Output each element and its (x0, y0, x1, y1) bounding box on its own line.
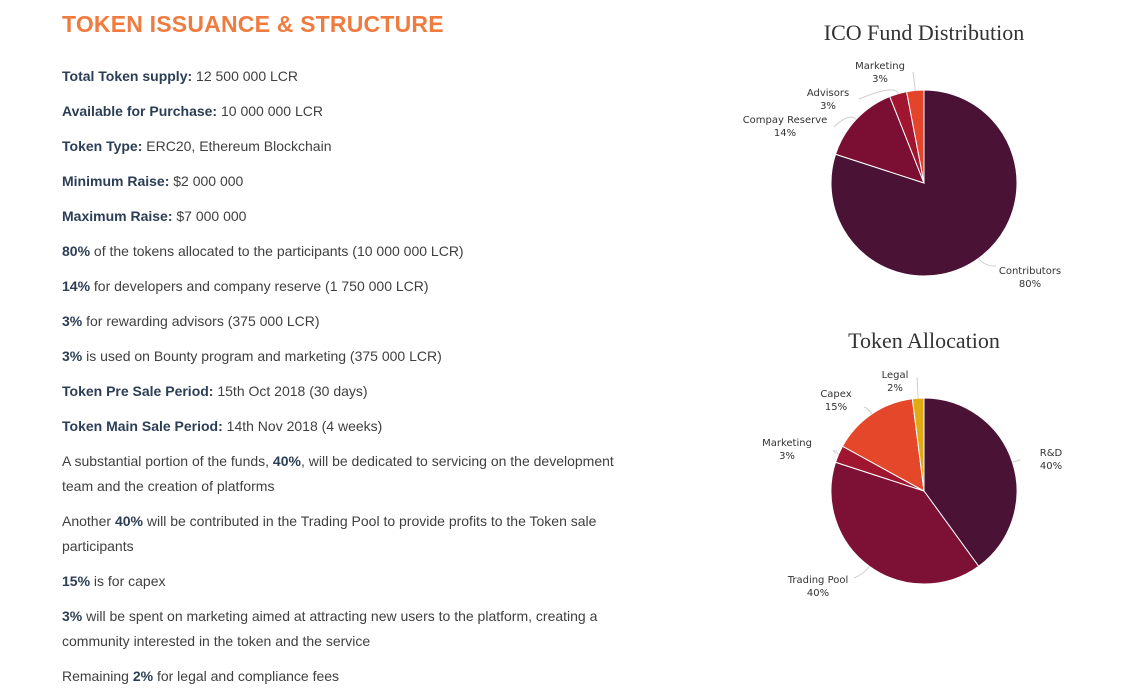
slice-label-value: 14% (774, 128, 796, 139)
fact-label: Token Type: (62, 138, 143, 154)
paragraph-text: Another (62, 513, 115, 529)
fact-value: 14th Nov 2018 (4 weeks) (222, 418, 383, 434)
slice-label-value: 40% (807, 588, 829, 599)
pie-slice-marketing (905, 89, 925, 184)
paragraph-bold: 40% (272, 453, 301, 469)
slice-label-value: 2% (887, 383, 903, 394)
slice-label-value: 3% (820, 101, 836, 112)
fact-main-sale: Token Main Sale Period: 14th Nov 2018 (4… (62, 414, 382, 439)
paragraph-text: A substantial portion of the funds, (62, 453, 273, 469)
fact-value: 10 000 000 LCR (217, 103, 323, 119)
fact-participants: 80% of the tokens allocated to the parti… (62, 239, 464, 264)
paragraph-marketing: 3% will be spent on marketing aimed at a… (62, 604, 632, 654)
slice-label-value: 40% (1040, 461, 1062, 472)
pie-chart-svg: Contributors 80% Compay Reserve 14% Advisors… (743, 61, 1061, 290)
fact-advisors: 3% for rewarding advisors (375 000 LCR) (62, 309, 320, 334)
fact-token-type: Token Type: ERC20, Ethereum Blockchain (62, 134, 331, 159)
fact-label: 80% (62, 243, 91, 259)
fact-available: Available for Purchase: 10 000 000 LCR (62, 99, 323, 124)
paragraph-text: for legal and compliance fees (153, 668, 340, 684)
fact-label: Token Pre Sale Period: (62, 383, 214, 399)
slice-label-name: Marketing (855, 61, 905, 72)
label-connector (833, 450, 839, 455)
fact-value: $2 000 000 (169, 173, 244, 189)
slice-label-name: Trading Pool (787, 575, 849, 586)
slice-label-name: Compay Reserve (743, 115, 828, 126)
fact-label: Minimum Raise: (62, 173, 170, 189)
label-connector (858, 89, 899, 100)
fact-label: Available for Purchase: (62, 103, 218, 119)
slice-label-value: 3% (872, 74, 888, 85)
chart-title: ICO Fund Distribution (823, 20, 1025, 45)
paragraph-text: will be spent on marketing aimed at attr… (62, 608, 598, 649)
slice-label-value: 80% (1019, 279, 1041, 290)
section-title: TOKEN ISSUANCE & STRUCTURE (62, 11, 444, 37)
label-connector (833, 116, 857, 128)
paragraph-bold: 3% (62, 608, 83, 624)
ico-fund-distribution-chart: ICO Fund Distribution Contributors 80% Com… (724, 18, 1124, 318)
fact-label: 14% (62, 278, 91, 294)
paragraph-bold: 15% (62, 573, 91, 589)
pie-slice-compay-reserve (834, 95, 925, 184)
fact-value: ERC20, Ethereum Blockchain (142, 138, 332, 154)
fact-label: Maximum Raise: (62, 208, 173, 224)
fact-reserve: 14% for developers and company reserve (… (62, 274, 429, 299)
label-connector (863, 407, 873, 415)
paragraph-legal: Remaining 2% for legal and compliance fe… (62, 664, 632, 689)
paragraph-text: will be contributed in the Trading Pool … (62, 513, 597, 554)
paragraph-development: A substantial portion of the funds, 40%,… (62, 449, 632, 499)
fact-total-supply: Total Token supply: 12 500 000 LCR (62, 64, 298, 89)
fact-minimum-raise: Minimum Raise: $2 000 000 (62, 169, 243, 194)
fact-value: is used on Bounty program and marketing … (82, 348, 442, 364)
chart-title: Token Allocation (848, 328, 1000, 353)
label-connector (1012, 459, 1021, 463)
fact-label: Token Main Sale Period: (62, 418, 223, 434)
label-connector (853, 565, 870, 579)
slice-label-name: Marketing (762, 438, 812, 449)
pie-chart-svg: R&D 40% Trading Pool 40% Marketing 3% Capex 15%… (762, 370, 1063, 599)
slice-label-value: 15% (825, 402, 847, 413)
slice-label-name: Legal (882, 370, 909, 381)
fact-value: $7 000 000 (172, 208, 247, 224)
slice-label-name: Contributors (999, 266, 1061, 277)
paragraph-capex: 15% is for capex (62, 569, 632, 594)
fact-bounty: 3% is used on Bounty program and marketi… (62, 344, 442, 369)
slice-label-name: R&D (1040, 448, 1063, 459)
slice-label-value: 3% (779, 451, 795, 462)
label-connector (978, 257, 997, 267)
paragraph-text: Remaining (62, 668, 133, 684)
fact-maximum-raise: Maximum Raise: $7 000 000 (62, 204, 246, 229)
fact-value: for developers and company reserve (1 75… (90, 278, 429, 294)
fact-label: 3% (62, 313, 83, 329)
fact-label: 3% (62, 348, 83, 364)
fact-value: of the tokens allocated to the participa… (90, 243, 464, 259)
label-connector (916, 376, 919, 399)
label-connector (912, 71, 916, 91)
fact-value: 12 500 000 LCR (192, 68, 299, 84)
fact-label: Total Token supply: (62, 68, 193, 84)
fact-pre-sale: Token Pre Sale Period: 15th Oct 2018 (30… (62, 379, 368, 404)
slice-label-name: Capex (820, 389, 851, 400)
fact-value: for rewarding advisors (375 000 LCR) (82, 313, 320, 329)
paragraph-text: , will be dedicated to servicing on the … (62, 453, 614, 494)
pie-slice-capex (841, 398, 925, 492)
token-allocation-chart: Token Allocation R&D 40% Trading Pool 40% Ma… (724, 326, 1124, 626)
fact-value: 15th Oct 2018 (30 days) (213, 383, 368, 399)
slice-label-name: Advisors (807, 88, 849, 99)
paragraph-trading-pool: Another 40% will be contributed in the T… (62, 509, 632, 559)
paragraph-bold: 40% (114, 513, 143, 529)
paragraph-text: is for capex (90, 573, 166, 589)
paragraph-bold: 2% (132, 668, 154, 684)
